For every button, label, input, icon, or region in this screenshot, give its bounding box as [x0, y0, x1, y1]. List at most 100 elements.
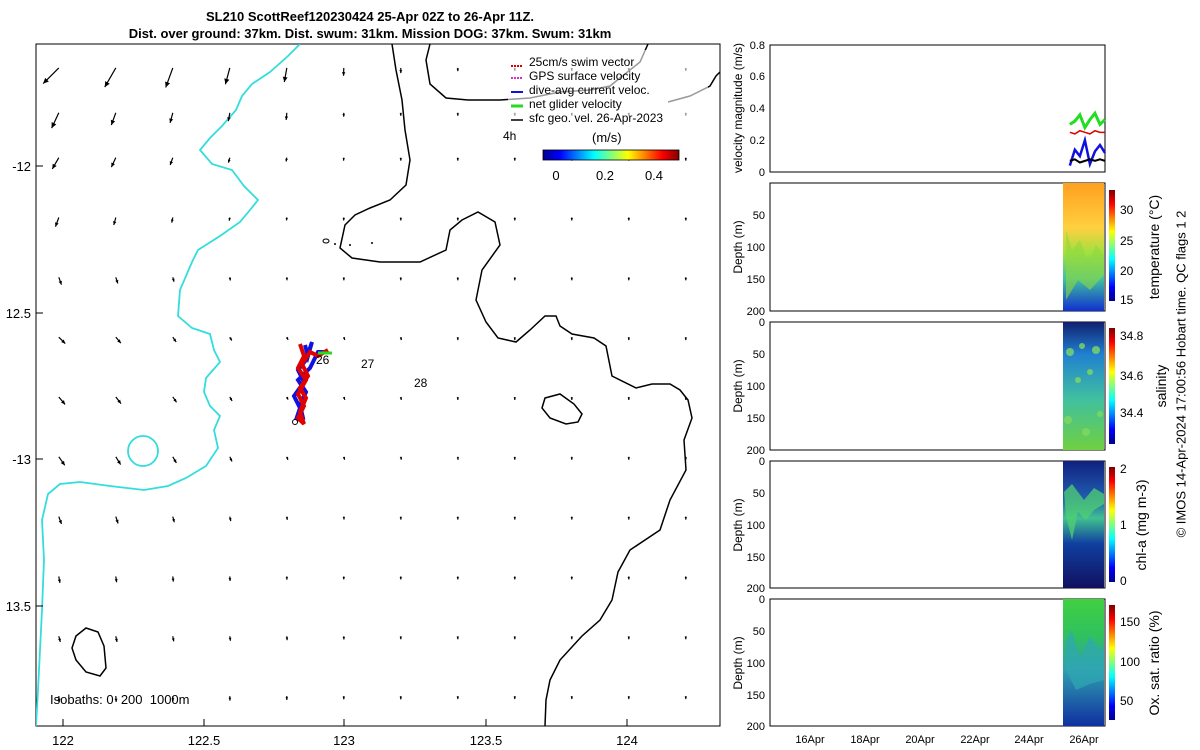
- velocity-panel: 0.8 0.6 0.4 0.2 0 velocity magnitude (m/…: [731, 40, 1107, 179]
- oxygen-ytick: 200: [747, 721, 765, 733]
- temperature-colorbar: [1109, 190, 1115, 301]
- salinity-y-axis: 0 50 100 150 200: [747, 317, 765, 457]
- title-line-1: SL210 ScottReef120230424 25-Apr 02Z to 2…: [205, 9, 535, 24]
- time-marker: 4h: [503, 129, 516, 143]
- geo-velocity-arrow: [285, 157, 288, 162]
- map-x-axis: 122 122.5 123 123.5 124: [52, 733, 638, 748]
- geo-velocity-arrow: [54, 217, 60, 227]
- coast-islet: [127, 435, 159, 467]
- geo-velocity-arrow: [115, 456, 122, 465]
- salinity-ytick: 200: [747, 445, 765, 457]
- geo-velocity-arrow: [570, 516, 573, 520]
- geo-velocity-arrow: [570, 576, 573, 580]
- chla-frame: [769, 460, 1106, 589]
- geo-velocity-arrow: [342, 217, 345, 221]
- geo-velocity-arrow: [456, 217, 459, 221]
- copyright-note: © IMOS 14-Apr-2024 17:00:56 Hobart time.…: [1173, 210, 1189, 538]
- date-tick: 26Apr: [1069, 734, 1099, 746]
- oxygen-cbar-label: Ox. sat. ratio (%): [1146, 610, 1162, 715]
- oxygen-ytick: 0: [759, 594, 765, 606]
- temperature-ytick: 50: [753, 210, 765, 222]
- chla-ylabel: Depth (m): [731, 498, 745, 551]
- geo-velocity-arrow: [513, 696, 516, 700]
- velocity-frame: [769, 44, 1106, 173]
- date-tick: 24Apr: [1014, 734, 1044, 746]
- temperature-panel: 50 100 150 200 Depth (m) 30 25 20 15 tem…: [731, 182, 1162, 318]
- reef-islet-2: [334, 243, 336, 245]
- temperature-cbar-tick: 30: [1120, 203, 1134, 217]
- geo-velocity-arrow: [513, 217, 516, 221]
- geo-velocity-arrow: [110, 157, 117, 168]
- geo-velocity-arrow: [342, 516, 346, 520]
- chla-colorbar: [1109, 467, 1115, 582]
- geo-velocity-arrow: [285, 696, 289, 700]
- geo-velocity-arrow: [171, 277, 175, 282]
- geo-velocity-arrow: [51, 112, 60, 129]
- geo-velocity-arrow: [513, 157, 516, 161]
- velocity-series-net: [1069, 110, 1107, 131]
- map-xtick-label: 122: [52, 733, 74, 748]
- geo-velocity-arrow: [228, 636, 232, 641]
- geo-velocity-arrow: [684, 337, 687, 341]
- geo-velocity-arrow: [284, 112, 289, 120]
- map-ytick-label: -13: [12, 452, 31, 467]
- geo-velocity-arrow: [456, 337, 459, 341]
- geo-velocity-arrow: [684, 157, 687, 161]
- geo-velocity-arrow: [285, 396, 289, 400]
- geo-velocity-arrow: [172, 396, 178, 403]
- geo-velocity-arrow: [285, 277, 289, 281]
- geo-velocity-arrow: [399, 696, 403, 700]
- chla-ytick: 200: [747, 583, 765, 595]
- temperature-cbar-tick: 15: [1120, 293, 1134, 307]
- geo-velocity-arrow: [684, 456, 687, 460]
- oxygen-ytick: 50: [753, 626, 765, 638]
- geo-velocity-arrow: [104, 67, 117, 88]
- salinity-cbar-label: salinity: [1153, 365, 1169, 408]
- geo-velocity-arrow: [115, 516, 119, 524]
- reef-dots: [322, 238, 373, 246]
- salinity-ytick: 0: [759, 317, 765, 329]
- geo-velocity-arrow: [114, 576, 118, 583]
- legend-net: net glider velocity: [529, 97, 622, 111]
- geo-velocity-arrow: [399, 516, 403, 520]
- geo-velocity-arrow: [285, 516, 289, 520]
- velocity-series-current: [1068, 135, 1107, 169]
- velocity-series-swim: [1069, 129, 1105, 135]
- geo-velocity-arrow: [399, 157, 402, 161]
- geo-velocity-arrow: [342, 157, 345, 161]
- geo-velocity-arrow: [684, 516, 687, 520]
- salinity-colorbar: [1109, 328, 1115, 444]
- geo-velocity-arrow: [456, 112, 459, 116]
- velocity-ytick: 0.8: [750, 40, 765, 52]
- temperature-ytick: 200: [747, 306, 765, 318]
- salinity-blobs: [1064, 343, 1103, 436]
- velocity-series: [1068, 110, 1107, 169]
- chla-cbar-label: chl-a (mg m-3): [1133, 479, 1149, 570]
- geo-velocity-arrow: [58, 516, 63, 525]
- geo-velocity-arrow: [513, 337, 516, 341]
- temperature-cbar-tick: 20: [1120, 264, 1134, 278]
- geo-velocity-arrow: [456, 396, 459, 400]
- geo-velocity-arrow: [58, 396, 66, 405]
- geo-velocity-arrow: [456, 696, 459, 700]
- geo-velocity-arrow: [170, 217, 174, 223]
- map-xtick-label: 123.5: [470, 733, 503, 748]
- oxygen-panel: 0 50 100 150 200 Depth (m) 150 100 50 Ox…: [731, 594, 1162, 746]
- geo-velocity-arrow: [570, 337, 573, 341]
- map-tick-marks: [36, 165, 628, 726]
- chla-ytick: 50: [753, 488, 765, 500]
- oxygen-ytick: 100: [747, 658, 765, 670]
- geo-velocity-arrow: [456, 67, 460, 72]
- colorbar-tick: 0.4: [645, 168, 663, 183]
- velocity-ytick: 0: [759, 167, 765, 179]
- map-frame: [35, 43, 721, 727]
- salinity-cbar-tick: 34.8: [1120, 329, 1144, 343]
- legend-current: dive-avg current veloc.: [529, 83, 650, 97]
- geo-velocity-arrow: [399, 576, 402, 580]
- geo-velocity-arrow: [627, 576, 630, 580]
- chla-ytick: 100: [747, 520, 765, 532]
- geo-velocity-arrow: [627, 456, 630, 460]
- geo-velocity-arrow: [285, 456, 289, 461]
- salinity-data: [1063, 322, 1104, 450]
